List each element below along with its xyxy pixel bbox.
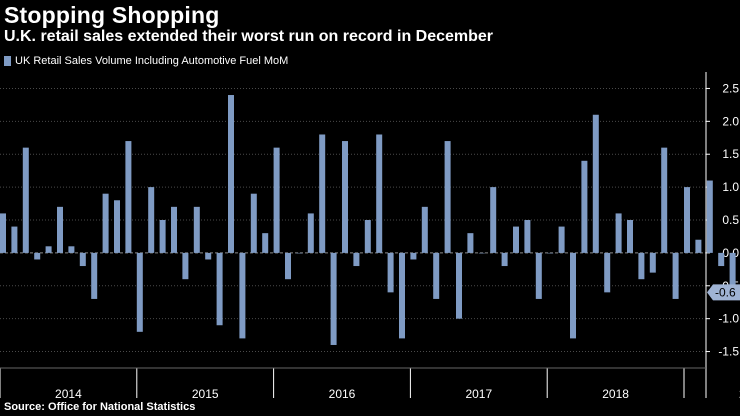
bar (22, 147, 29, 253)
last-value-label: -0.6 (715, 285, 736, 299)
bar (91, 252, 98, 299)
bar (649, 252, 656, 273)
bar (262, 233, 269, 253)
bar (0, 213, 6, 253)
bar (627, 220, 633, 253)
bar (592, 114, 599, 253)
bar (421, 206, 428, 253)
bar (478, 252, 485, 254)
bar (387, 252, 394, 293)
bar (250, 193, 257, 253)
bar (102, 193, 109, 253)
bar (684, 187, 690, 253)
bar (307, 213, 314, 253)
bar (570, 252, 576, 339)
bar (319, 134, 326, 253)
bar (615, 213, 622, 253)
legend: UK Retail Sales Volume Including Automot… (4, 55, 288, 67)
y-tick-label: 1.5 (722, 147, 739, 161)
x-tick-label: 2017 (465, 387, 492, 401)
bar (34, 252, 41, 260)
bar (661, 147, 668, 253)
bar (433, 252, 440, 299)
bar (524, 220, 531, 253)
y-tick-label: 2.5 (722, 81, 739, 95)
bar (513, 226, 519, 253)
bar (456, 252, 462, 319)
bar (148, 187, 155, 253)
chart-title: Stopping Shopping (4, 2, 220, 28)
bar (467, 233, 474, 253)
bar (79, 252, 86, 267)
bar (672, 252, 679, 299)
x-tick-label: 2016 (329, 387, 356, 401)
bar (364, 220, 371, 253)
bar (353, 252, 360, 267)
bar (638, 252, 645, 280)
chart-subtitle: U.K. retail sales extended their worst r… (4, 28, 494, 45)
bar (228, 95, 234, 253)
bar (68, 246, 75, 253)
y-tick-label: 1.0 (722, 180, 739, 194)
bar (718, 252, 725, 267)
bar (501, 252, 508, 267)
bar (285, 252, 291, 280)
y-tick-label: 2.0 (722, 114, 739, 128)
bar (399, 252, 405, 339)
bar (45, 246, 52, 253)
legend-swatch (4, 56, 11, 66)
bar (558, 226, 565, 253)
y-tick-label: 0.5 (722, 213, 739, 227)
bar (182, 252, 189, 280)
bar (729, 252, 736, 286)
source-note: Source: Office for National Statistics (4, 401, 196, 413)
bar (535, 252, 542, 299)
x-tick-label: 2015 (192, 387, 219, 401)
bar (376, 134, 383, 253)
legend-label: UK Retail Sales Volume Including Automot… (15, 55, 289, 67)
bar (490, 187, 497, 253)
y-tick-label: -1.0 (718, 312, 739, 326)
x-tick-label: 2018 (602, 387, 629, 401)
bar (695, 239, 702, 253)
bar (216, 252, 223, 326)
bar (193, 206, 200, 253)
x-tick-label: 2014 (55, 387, 82, 401)
bar (11, 226, 18, 253)
bar (239, 252, 246, 339)
bar (114, 200, 120, 253)
bar (581, 160, 588, 253)
bar (342, 141, 348, 253)
bar (410, 252, 417, 260)
bar (171, 206, 177, 253)
bar (125, 141, 132, 253)
bar (136, 252, 143, 332)
bar (547, 252, 554, 254)
bar (706, 180, 713, 253)
bar (444, 141, 451, 253)
bar (159, 220, 166, 253)
bar (205, 252, 212, 260)
bar (330, 252, 337, 345)
last-value-badge (707, 284, 740, 301)
bar (57, 206, 63, 253)
bar (604, 252, 611, 293)
bar (296, 252, 303, 254)
y-tick-label: -1.5 (718, 345, 739, 359)
bar (273, 147, 280, 253)
